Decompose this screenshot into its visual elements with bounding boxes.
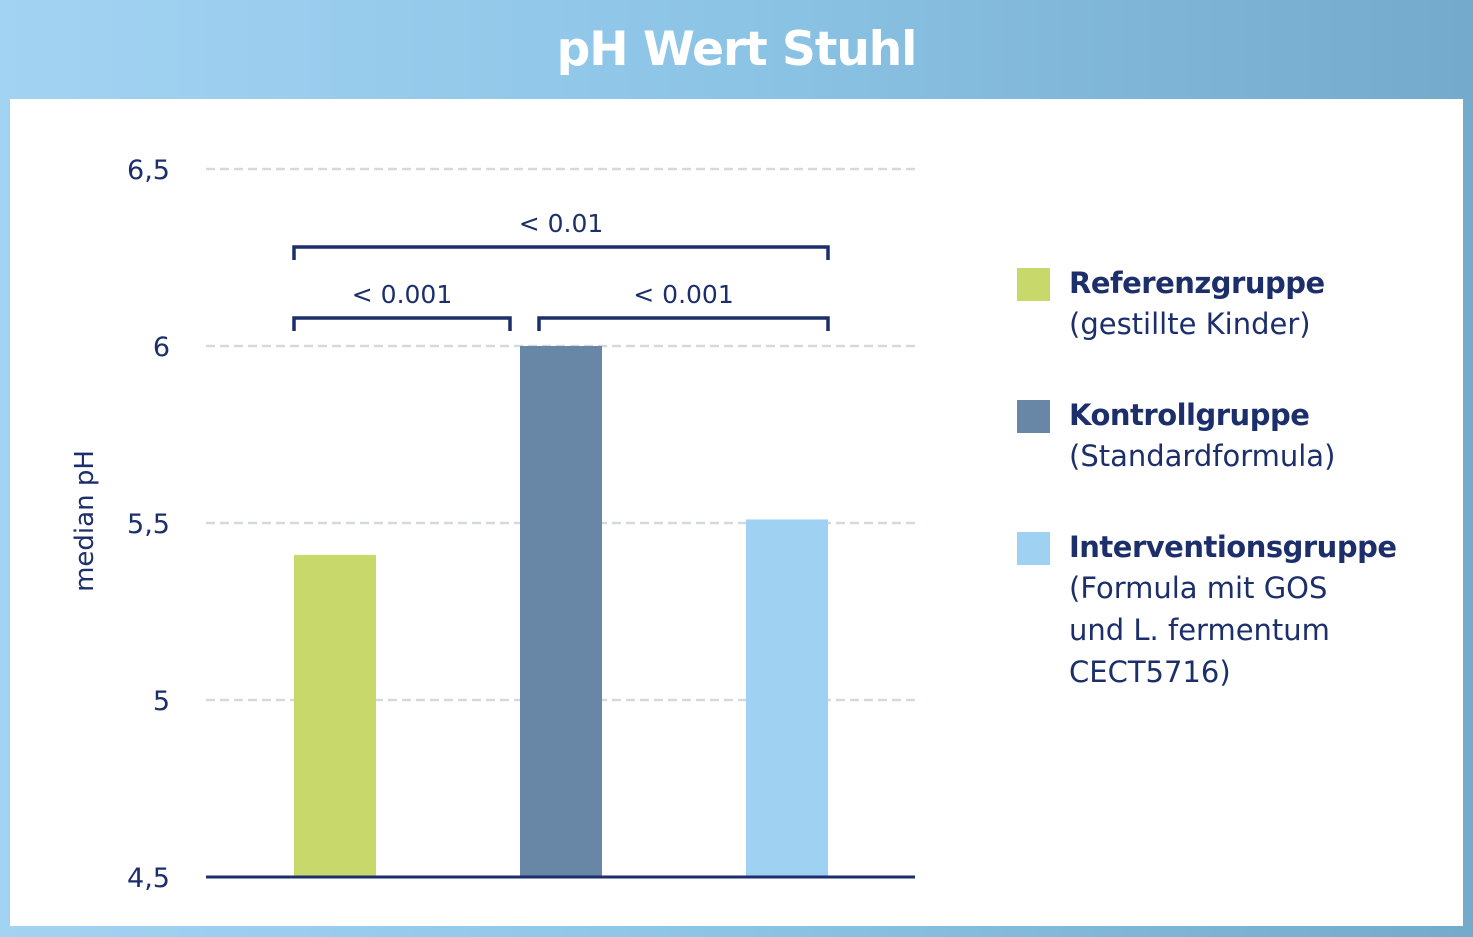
legend-item-referenzgruppe: Referenzgruppe (gestillte Kinder) bbox=[1017, 263, 1447, 345]
p-value-label: < 0.01 bbox=[519, 209, 604, 238]
legend-description: (Standardformula) bbox=[1069, 439, 1336, 473]
legend-description: (gestillte Kinder) bbox=[1069, 307, 1311, 341]
bars bbox=[294, 346, 828, 877]
y-tick-label: 5,5 bbox=[127, 509, 170, 540]
legend-description: (Formula mit GOS und L. fermentum CECT57… bbox=[1069, 571, 1330, 689]
significance-bracket bbox=[292, 245, 830, 260]
legend-item-interventionsgruppe: Interventionsgruppe (Formula mit GOS und … bbox=[1017, 527, 1447, 693]
p-value-label: < 0.001 bbox=[352, 280, 452, 309]
significance-bracket bbox=[292, 316, 512, 331]
y-axis-title: median pH bbox=[70, 450, 100, 592]
y-axis-ticks: 4,5 5 5,5 6 6,5 bbox=[127, 155, 170, 894]
legend-swatch bbox=[1017, 268, 1050, 301]
chart-panel: 4,5 5 5,5 6 6,5 < 0.001 < 0.001 < 0.01 median … bbox=[10, 99, 1463, 926]
legend-item-kontrollgruppe: Kontrollgruppe (Standardformula) bbox=[1017, 395, 1447, 477]
bar-referenzgruppe bbox=[294, 554, 376, 877]
legend-swatch bbox=[1017, 400, 1050, 433]
p-value-label: < 0.001 bbox=[633, 280, 733, 309]
bar-interventionsgruppe bbox=[746, 519, 828, 877]
legend-swatch bbox=[1017, 532, 1050, 565]
legend-name: Interventionsgruppe bbox=[1069, 530, 1397, 564]
bar-chart: 4,5 5 5,5 6 6,5 < 0.001 < 0.001 < 0.01 median … bbox=[70, 155, 915, 894]
legend-name: Kontrollgruppe bbox=[1069, 398, 1310, 432]
y-tick-label: 6 bbox=[153, 332, 170, 363]
y-tick-label: 5 bbox=[153, 686, 170, 717]
y-tick-label: 6,5 bbox=[127, 155, 170, 186]
legend: Referenzgruppe (gestillte Kinder) Kontroll… bbox=[1017, 263, 1447, 693]
y-tick-label: 4,5 bbox=[127, 863, 170, 894]
bar-kontrollgruppe bbox=[520, 346, 602, 877]
chart-title: pH Wert Stuhl bbox=[556, 22, 918, 77]
significance-bracket bbox=[537, 316, 830, 331]
significance-brackets: < 0.001 < 0.001 < 0.01 bbox=[292, 209, 830, 331]
legend-name: Referenzgruppe bbox=[1069, 266, 1325, 300]
